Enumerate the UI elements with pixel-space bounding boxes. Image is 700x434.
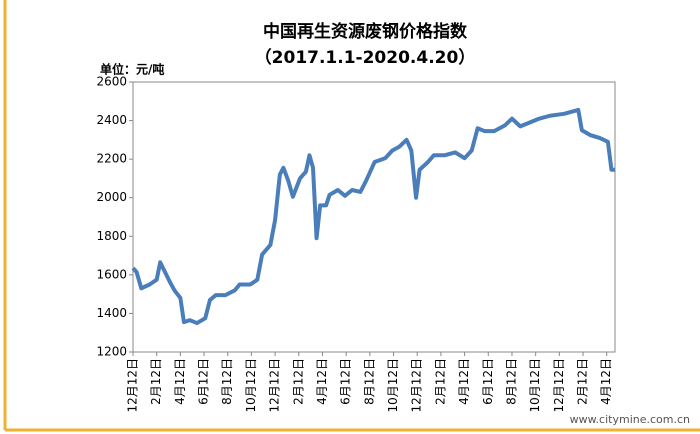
x-tick-label: 10月12日 [244, 358, 258, 413]
x-tick-label: 2月12日 [291, 358, 305, 405]
x-tick-label: 2月12日 [576, 358, 590, 405]
y-tick-label: 1200 [96, 345, 127, 359]
x-tick-label: 10月12日 [386, 358, 400, 413]
x-tick-label: 4月12日 [457, 358, 471, 405]
x-tick-label: 12月12日 [552, 358, 566, 413]
y-tick-label: 1600 [96, 267, 127, 281]
chart-title: 中国再生资源废钢价格指数 [263, 21, 468, 42]
x-tick-label: 8月12日 [220, 358, 234, 405]
plot-frame [132, 81, 616, 353]
y-axis-label: 单位：元/吨 [100, 62, 164, 77]
x-tick-label: 10月12日 [528, 358, 542, 413]
y-tick-label: 2400 [96, 113, 127, 127]
x-tick-label: 6月12日 [339, 358, 353, 405]
x-tick-label: 12月12日 [126, 358, 140, 413]
y-tick-label: 1400 [96, 306, 127, 320]
x-tick-label: 8月12日 [504, 358, 518, 405]
x-tick-label: 4月12日 [599, 358, 613, 405]
y-tick-label: 2000 [96, 190, 127, 204]
x-tick-label: 4月12日 [173, 358, 187, 405]
x-tick-label: 2月12日 [433, 358, 447, 405]
x-tick-label: 6月12日 [481, 358, 495, 405]
y-tick-label: 1800 [96, 229, 127, 243]
y-tick-label: 2200 [96, 152, 127, 166]
x-tick-label: 2月12日 [149, 358, 163, 405]
data-line [131, 107, 615, 326]
x-tick-label: 12月12日 [410, 358, 424, 413]
y-tick-label: 2600 [96, 75, 127, 89]
x-tick-label: 12月12日 [268, 358, 282, 413]
watermark: www.citymine.com.cn [570, 413, 690, 426]
chart-subtitle: （2017.1.1-2020.4.20） [255, 47, 476, 68]
x-tick-label: 8月12日 [362, 358, 376, 405]
x-tick-label: 4月12日 [315, 358, 329, 405]
x-tick-label: 6月12日 [197, 358, 211, 405]
